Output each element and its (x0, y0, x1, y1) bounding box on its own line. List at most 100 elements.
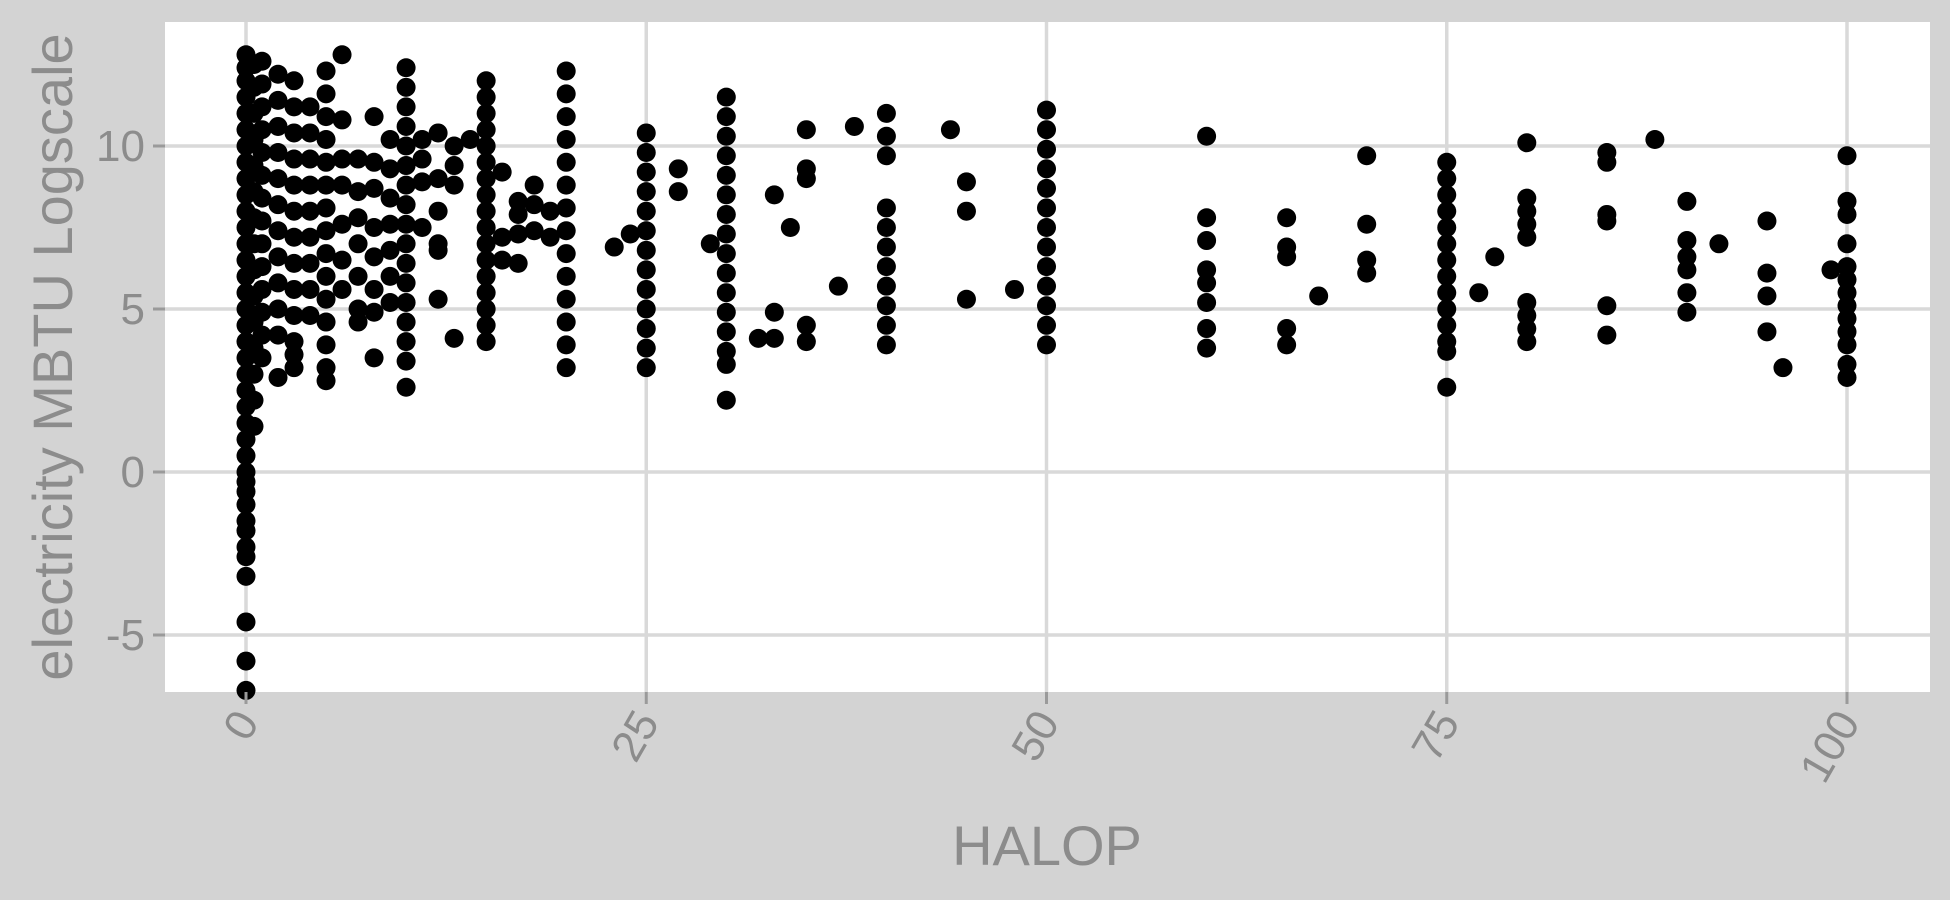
data-point (1197, 260, 1217, 280)
data-point (876, 103, 896, 123)
data-point (284, 345, 304, 365)
data-point (1837, 335, 1857, 355)
data-point (716, 283, 736, 303)
data-point (300, 279, 320, 299)
data-point (284, 175, 304, 195)
data-point (876, 146, 896, 166)
data-point (236, 521, 256, 541)
data-point (316, 244, 336, 264)
data-point (1437, 169, 1457, 189)
data-point (332, 149, 352, 169)
data-point (332, 175, 352, 195)
data-point (428, 240, 448, 260)
data-point (476, 87, 496, 107)
data-point (1517, 319, 1537, 339)
data-point (268, 116, 288, 136)
data-point (1757, 211, 1777, 231)
data-point (556, 129, 576, 149)
data-point (268, 169, 288, 189)
data-point (428, 289, 448, 309)
data-point (668, 182, 688, 202)
data-point (316, 266, 336, 286)
data-point (316, 84, 336, 104)
data-point (252, 279, 272, 299)
y-tick-label: 0 (121, 448, 145, 497)
data-point (876, 126, 896, 146)
data-point (556, 244, 576, 264)
data-point (1357, 214, 1377, 234)
data-point (284, 149, 304, 169)
data-point (604, 237, 624, 257)
data-point (1037, 139, 1056, 159)
data-point (636, 182, 656, 202)
data-point (252, 348, 272, 368)
data-point (252, 143, 272, 163)
data-point (1037, 178, 1056, 198)
data-point (1037, 296, 1056, 316)
data-point (268, 247, 288, 267)
data-point (396, 292, 416, 312)
data-point (1197, 126, 1217, 146)
data-point (716, 244, 736, 264)
data-point (332, 279, 352, 299)
data-point (940, 120, 960, 140)
data-point (1837, 257, 1857, 277)
data-point (524, 175, 544, 195)
data-point (540, 201, 560, 221)
data-point (1677, 283, 1697, 303)
data-point (284, 201, 304, 221)
data-point (1004, 279, 1024, 299)
data-point (716, 341, 736, 361)
data-point (1357, 146, 1377, 166)
data-point (716, 146, 736, 166)
data-point (1837, 146, 1857, 166)
data-point (244, 416, 264, 436)
data-point (492, 162, 512, 182)
data-point (796, 332, 816, 352)
data-point (244, 364, 264, 384)
data-point (252, 211, 272, 231)
data-point (236, 547, 256, 567)
data-point (844, 116, 864, 136)
data-point (444, 328, 464, 348)
data-point (556, 107, 576, 127)
data-point (1197, 273, 1217, 293)
data-point (444, 136, 464, 156)
data-point (620, 224, 640, 244)
data-point (316, 107, 336, 127)
data-point (1197, 208, 1217, 228)
data-point (236, 651, 256, 671)
data-point (1437, 234, 1457, 254)
data-point (796, 169, 816, 189)
data-point (716, 204, 736, 224)
data-point (1437, 185, 1457, 205)
data-point (460, 129, 480, 149)
data-point (636, 358, 656, 378)
data-point (380, 214, 400, 234)
data-point (252, 97, 272, 117)
data-point (636, 319, 656, 339)
data-point (556, 198, 576, 218)
data-point (556, 221, 576, 241)
data-point (284, 227, 304, 247)
data-point (1277, 247, 1297, 267)
data-point (300, 175, 320, 195)
data-point (556, 175, 576, 195)
data-point (284, 279, 304, 299)
data-point (412, 172, 432, 192)
data-point (412, 129, 432, 149)
data-point (1037, 218, 1056, 237)
data-point (1773, 358, 1793, 378)
data-point (284, 97, 304, 117)
data-point (716, 224, 736, 244)
data-point (1197, 292, 1217, 312)
data-point (332, 110, 352, 130)
data-point (396, 312, 416, 332)
y-tick-label: 5 (121, 285, 145, 334)
data-point (1821, 260, 1841, 280)
data-point (508, 224, 528, 244)
data-point (1597, 152, 1617, 172)
data-point (412, 149, 432, 169)
data-point (476, 218, 496, 237)
data-point (396, 195, 416, 215)
